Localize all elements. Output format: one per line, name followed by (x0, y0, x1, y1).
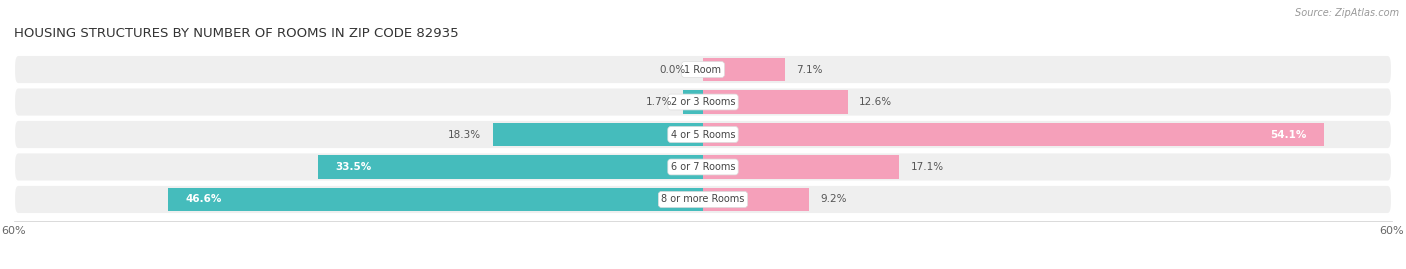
Bar (703, 90, 848, 114)
FancyBboxPatch shape (14, 120, 1392, 149)
Bar (703, 155, 900, 179)
Text: 4 or 5 Rooms: 4 or 5 Rooms (671, 129, 735, 140)
Text: 1 Room: 1 Room (685, 65, 721, 75)
FancyBboxPatch shape (14, 152, 1392, 182)
FancyBboxPatch shape (14, 55, 1392, 84)
Text: HOUSING STRUCTURES BY NUMBER OF ROOMS IN ZIP CODE 82935: HOUSING STRUCTURES BY NUMBER OF ROOMS IN… (14, 27, 458, 40)
Bar (494, 123, 703, 146)
Text: 46.6%: 46.6% (186, 194, 222, 204)
Bar (683, 90, 703, 114)
Text: 12.6%: 12.6% (859, 97, 893, 107)
FancyBboxPatch shape (14, 185, 1392, 214)
FancyBboxPatch shape (14, 87, 1392, 117)
Bar (318, 155, 703, 179)
Text: 17.1%: 17.1% (911, 162, 943, 172)
Text: 9.2%: 9.2% (820, 194, 846, 204)
Text: 7.1%: 7.1% (796, 65, 823, 75)
Text: 0.0%: 0.0% (659, 65, 686, 75)
Bar (703, 188, 808, 211)
Bar (703, 123, 1324, 146)
Text: 8 or more Rooms: 8 or more Rooms (661, 194, 745, 204)
Text: 18.3%: 18.3% (449, 129, 481, 140)
Bar (703, 58, 785, 81)
Text: 33.5%: 33.5% (336, 162, 371, 172)
Text: 54.1%: 54.1% (1271, 129, 1308, 140)
Text: 1.7%: 1.7% (645, 97, 672, 107)
Text: 6 or 7 Rooms: 6 or 7 Rooms (671, 162, 735, 172)
Bar (167, 188, 703, 211)
Text: 2 or 3 Rooms: 2 or 3 Rooms (671, 97, 735, 107)
Text: Source: ZipAtlas.com: Source: ZipAtlas.com (1295, 8, 1399, 18)
